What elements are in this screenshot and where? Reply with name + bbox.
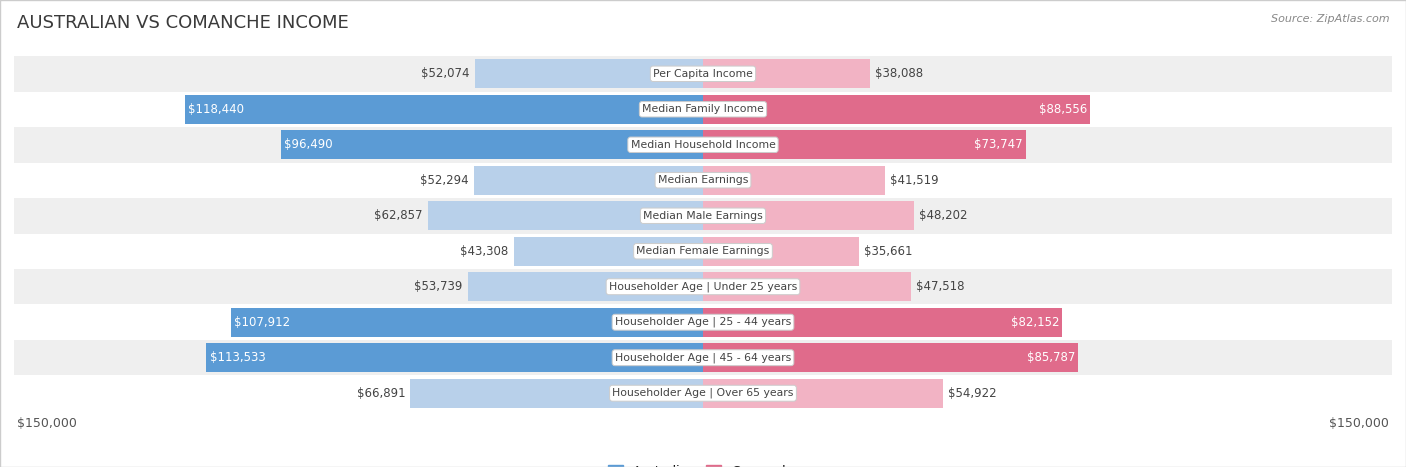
Bar [14, 304, 1392, 340]
Bar [703, 95, 1091, 124]
Bar [513, 237, 703, 266]
Text: Median Family Income: Median Family Income [643, 104, 763, 114]
Text: $88,556: $88,556 [1039, 103, 1087, 116]
Text: Median Female Earnings: Median Female Earnings [637, 246, 769, 256]
Legend: Australian, Comanche: Australian, Comanche [603, 460, 803, 467]
Bar [14, 92, 1392, 127]
Text: Source: ZipAtlas.com: Source: ZipAtlas.com [1271, 14, 1389, 24]
Text: $118,440: $118,440 [188, 103, 245, 116]
Bar [14, 340, 1392, 375]
Text: Householder Age | Over 65 years: Householder Age | Over 65 years [612, 388, 794, 398]
Bar [14, 198, 1392, 234]
Text: Householder Age | Under 25 years: Householder Age | Under 25 years [609, 282, 797, 292]
Bar [703, 379, 943, 408]
Bar [474, 166, 703, 195]
Bar [703, 272, 911, 301]
Bar [703, 59, 869, 88]
Text: $66,891: $66,891 [357, 387, 405, 400]
Text: $62,857: $62,857 [374, 209, 423, 222]
Bar [411, 379, 703, 408]
Text: Householder Age | 45 - 64 years: Householder Age | 45 - 64 years [614, 353, 792, 363]
Bar [14, 269, 1392, 304]
Bar [14, 375, 1392, 411]
Bar [703, 237, 859, 266]
Text: Householder Age | 25 - 44 years: Householder Age | 25 - 44 years [614, 317, 792, 327]
Bar [703, 166, 884, 195]
Text: $47,518: $47,518 [917, 280, 965, 293]
Text: $54,922: $54,922 [949, 387, 997, 400]
Text: $73,747: $73,747 [974, 138, 1022, 151]
Text: $113,533: $113,533 [209, 351, 266, 364]
Bar [427, 201, 703, 230]
Text: $85,787: $85,787 [1026, 351, 1076, 364]
Text: Median Household Income: Median Household Income [630, 140, 776, 150]
Text: Median Earnings: Median Earnings [658, 175, 748, 185]
Text: $41,519: $41,519 [890, 174, 938, 187]
Text: $38,088: $38,088 [875, 67, 922, 80]
Bar [231, 308, 703, 337]
Bar [14, 56, 1392, 92]
Text: $82,152: $82,152 [1011, 316, 1059, 329]
Bar [703, 308, 1063, 337]
Bar [281, 130, 703, 159]
Text: Per Capita Income: Per Capita Income [652, 69, 754, 79]
Text: $43,308: $43,308 [460, 245, 509, 258]
Text: AUSTRALIAN VS COMANCHE INCOME: AUSTRALIAN VS COMANCHE INCOME [17, 14, 349, 32]
Text: $96,490: $96,490 [284, 138, 333, 151]
Bar [14, 234, 1392, 269]
Bar [468, 272, 703, 301]
Text: $35,661: $35,661 [865, 245, 912, 258]
Bar [703, 130, 1025, 159]
Bar [475, 59, 703, 88]
Text: $107,912: $107,912 [235, 316, 291, 329]
Bar [703, 201, 914, 230]
Text: $48,202: $48,202 [920, 209, 967, 222]
Text: $52,074: $52,074 [422, 67, 470, 80]
Bar [703, 343, 1078, 372]
Text: $52,294: $52,294 [420, 174, 470, 187]
Bar [207, 343, 703, 372]
Bar [186, 95, 703, 124]
Bar [14, 163, 1392, 198]
Bar [14, 127, 1392, 163]
Text: Median Male Earnings: Median Male Earnings [643, 211, 763, 221]
Text: $53,739: $53,739 [415, 280, 463, 293]
